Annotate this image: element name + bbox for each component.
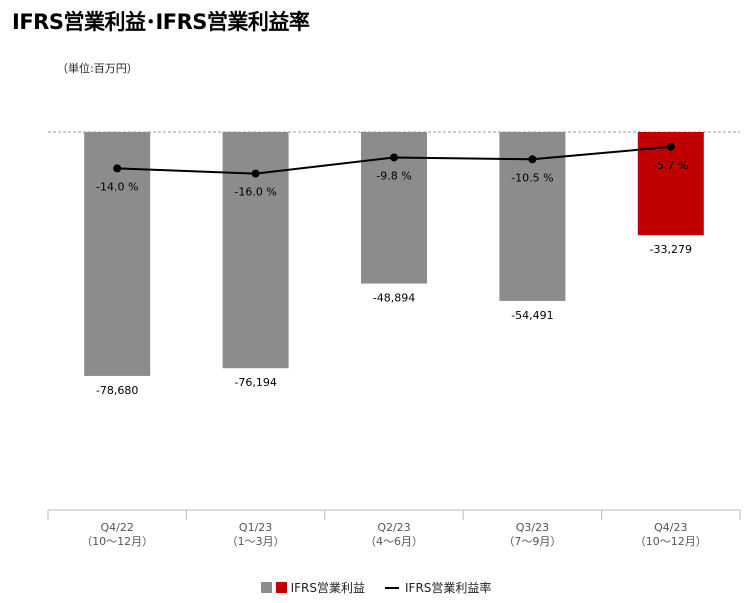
bar-Q4-22 bbox=[84, 132, 151, 376]
rate-point bbox=[528, 155, 537, 164]
x-tick-label: Q1/23 bbox=[239, 521, 272, 534]
legend-item-bar: IFRS営業利益 bbox=[260, 579, 365, 596]
bar-Q1-23 bbox=[222, 132, 289, 369]
bar-value-label: -33,279 bbox=[650, 243, 692, 256]
legend-swatch-gray bbox=[260, 582, 272, 593]
x-tick-sublabel: （7～9月） bbox=[503, 535, 561, 548]
x-tick-sublabel: （10～12月） bbox=[635, 535, 707, 548]
rate-value-label: -5.7 % bbox=[653, 159, 688, 172]
rate-value-label: -10.5 % bbox=[511, 171, 553, 184]
legend-line-swatch bbox=[385, 586, 399, 589]
x-tick-label: Q4/22 bbox=[101, 521, 134, 534]
x-tick-sublabel: （4～6月） bbox=[365, 535, 423, 548]
legend: IFRS営業利益 IFRS営業利益率 bbox=[0, 579, 752, 596]
rate-point bbox=[251, 169, 260, 178]
bar-value-label: -48,894 bbox=[373, 292, 415, 305]
x-tick-label: Q4/23 bbox=[654, 521, 687, 534]
legend-swatch-red bbox=[275, 582, 287, 593]
rate-value-label: -9.8 % bbox=[376, 169, 411, 182]
legend-label-bar: IFRS営業利益 bbox=[290, 581, 365, 595]
unit-label: （単位:百万円） bbox=[57, 62, 138, 75]
x-tick-sublabel: （10～12月） bbox=[81, 535, 153, 548]
chart-canvas: -78,680 -76,194 -48,894 -54,491 -33,279 -14.0… bbox=[47, 131, 741, 548]
rate-point bbox=[113, 164, 122, 173]
x-tick-label: Q3/23 bbox=[516, 521, 549, 534]
bar-value-label: -78,680 bbox=[96, 384, 138, 397]
rate-value-label: -16.0 % bbox=[234, 186, 276, 199]
legend-label-line: IFRS営業利益率 bbox=[405, 581, 492, 595]
legend-item-line: IFRS営業利益率 bbox=[385, 579, 491, 596]
rate-point bbox=[390, 153, 398, 162]
rate-point bbox=[666, 142, 675, 151]
rate-value-label: -14.0 % bbox=[96, 180, 138, 193]
x-tick-label: Q2/23 bbox=[377, 521, 410, 534]
bar-value-label: -54,491 bbox=[511, 309, 553, 322]
bar-value-label: -76,194 bbox=[234, 376, 276, 389]
chart-title: IFRS営業利益･IFRS営業利益率 bbox=[12, 10, 310, 34]
x-tick-sublabel: （1～3月） bbox=[227, 535, 285, 548]
